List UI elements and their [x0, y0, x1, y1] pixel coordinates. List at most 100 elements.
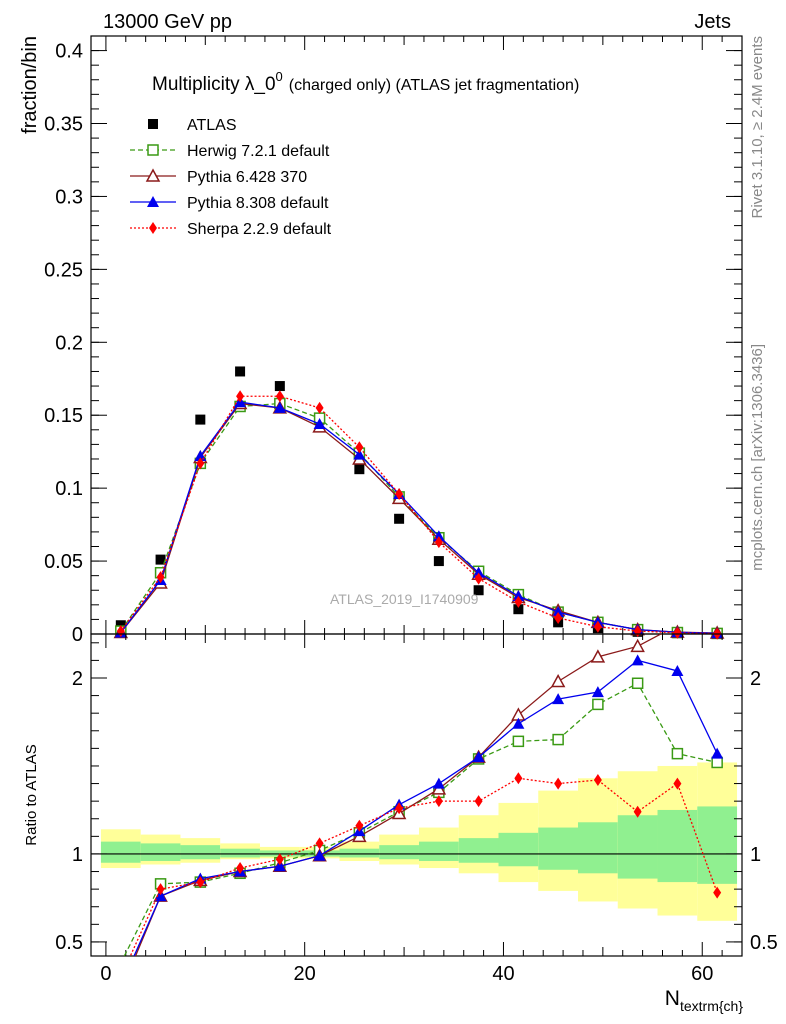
- ratio-point-sherpa-2-2-9-default: [315, 837, 324, 850]
- x-tick-label: 60: [691, 963, 713, 985]
- ratio-y-axis-label: Ratio to ATLAS: [23, 744, 40, 845]
- uncertainty-band-inner: [697, 806, 738, 884]
- series-sherpa-2-2-9-default: [116, 390, 722, 640]
- title-main: Multiplicity λ_0: [152, 74, 276, 95]
- data-point-atlas: [473, 585, 484, 596]
- ratio-point-pythia-6-428-370: [550, 673, 566, 688]
- ratio-point-pythia-8-308-default: [631, 654, 644, 666]
- ratio-point-pythia-8-308-default: [154, 890, 167, 902]
- uncertainty-band-inner: [617, 815, 658, 879]
- uncertainty-band-inner: [418, 841, 459, 861]
- data-point-sherpa-2-2-9-default: [514, 595, 523, 608]
- data-point-pythia-8-308-default: [353, 448, 366, 460]
- uncertainty-band-inner: [657, 809, 698, 883]
- ratio-point-herwig-7-2-1-default: [631, 677, 644, 690]
- ratio-point-pythia-8-308-default: [591, 686, 604, 698]
- ratio-point-sherpa-2-2-9-default: [196, 876, 205, 889]
- ratio-point-pythia-8-308-default: [671, 664, 684, 676]
- ratio-y-tick-label: 2: [72, 668, 83, 690]
- main-y-axis-label: fraction/bin: [19, 36, 41, 134]
- main-y-tick-label: 0.15: [44, 405, 83, 427]
- main-y-tick-label: 0.1: [55, 478, 83, 500]
- ratio-point-sherpa-2-2-9-default: [355, 819, 364, 832]
- data-point-pythia-8-308-default: [273, 401, 286, 413]
- data-point-atlas: [354, 464, 365, 475]
- title-rest: (charged only) (ATLAS jet fragmentation): [289, 77, 580, 94]
- main-y-tick-label: 0.4: [55, 41, 83, 63]
- x-tick-label: 0: [100, 963, 111, 985]
- title-sup: 0: [276, 69, 283, 84]
- legend-marker-pythia-8-308-default: [147, 196, 159, 207]
- ratio-point-sherpa-2-2-9-default: [474, 795, 483, 808]
- ratio-line-herwig-7-2-1-default: [123, 682, 718, 956]
- ratio-point-pythia-8-308-default: [432, 777, 445, 789]
- data-point-sherpa-2-2-9-default: [554, 611, 563, 624]
- data-point-sherpa-2-2-9-default: [355, 441, 364, 454]
- data-point-sherpa-2-2-9-default: [315, 401, 324, 414]
- data-point-atlas: [155, 554, 166, 565]
- ratio-point-herwig-7-2-1-default: [552, 733, 564, 746]
- mcplots-label: mcplots.cern.ch [arXiv:1306.3436]: [749, 344, 766, 571]
- legend: ATLAS Herwig 7.2.1 default Pythia 6.428 37…: [130, 117, 332, 238]
- ratio-point-pythia-6-428-370: [630, 638, 645, 653]
- legend-marker-pythia-6-428-370: [145, 168, 161, 182]
- data-point-sherpa-2-2-9-default: [593, 620, 602, 633]
- ratio-point-sherpa-2-2-9-default: [554, 777, 563, 790]
- ratio-point-sherpa-2-2-9-default: [514, 772, 523, 785]
- x-tick-label: 40: [492, 963, 514, 985]
- data-point-sherpa-2-2-9-default: [434, 536, 443, 549]
- data-point-pythia-8-308-default: [512, 590, 525, 602]
- main-y-tick-label: 0.35: [44, 114, 83, 136]
- data-point-sherpa-2-2-9-default: [236, 390, 245, 403]
- uncertainty-band-inner: [538, 827, 579, 870]
- ratio-point-sherpa-2-2-9-default: [593, 774, 602, 787]
- data-point-atlas: [433, 556, 444, 567]
- main-panel: 0 0.05 0.1 0.15 0.2 0.25 0.3 0.35 0.4 ATLAS Herwig…: [44, 35, 743, 646]
- ratio-point-herwig-7-2-1-default: [592, 698, 604, 711]
- ratio-line-pythia-8-308-default: [133, 659, 718, 956]
- data-point-sherpa-2-2-9-default: [673, 626, 682, 639]
- data-point-pythia-8-308-default: [472, 566, 485, 578]
- ratio-series-sherpa-2-2-9-default: [129, 772, 722, 956]
- uncertainty-band-inner: [379, 845, 419, 860]
- main-y-tick-label: 0.25: [44, 259, 83, 281]
- ratio-point-pythia-8-308-default: [512, 717, 525, 729]
- data-point-atlas: [513, 604, 524, 615]
- uncertainty-band-inner: [220, 848, 260, 858]
- ratio-point-pythia-8-308-default: [552, 693, 565, 705]
- rivet-version-label: Rivet 3.1.10, ≥ 2.4M events: [749, 36, 766, 219]
- main-title: Multiplicity λ_00 (charged only) (ATLAS j…: [152, 69, 579, 95]
- ratio-point-sherpa-2-2-9-default: [156, 883, 165, 896]
- main-y-tick-label: 0: [72, 624, 83, 646]
- ratio-point-pythia-6-428-370: [590, 649, 606, 663]
- data-point-pythia-8-308-default: [552, 606, 565, 618]
- ratio-point-herwig-7-2-1-default: [671, 747, 684, 760]
- data-point-atlas: [394, 513, 405, 524]
- uncertainty-band-inner: [100, 841, 141, 863]
- ratio-point-sherpa-2-2-9-default: [434, 795, 443, 808]
- legend-marker-sherpa-2-2-9-default: [149, 222, 157, 234]
- ratio-point-herwig-7-2-1-default: [512, 735, 525, 748]
- ratio-point-pythia-8-308-default: [313, 849, 326, 861]
- ratio-frame: [90, 633, 743, 957]
- header-right: Jets: [694, 11, 731, 33]
- ratio-point-sherpa-2-2-9-default: [395, 802, 404, 815]
- x-axis-label-main: N: [665, 987, 680, 1010]
- ratio-point-herwig-7-2-1-default: [711, 756, 723, 769]
- ratio-line-sherpa-2-2-9-default: [129, 777, 718, 956]
- legend-label-herwig-7-2-1-default: Herwig 7.2.1 default: [187, 143, 330, 160]
- data-point-atlas: [235, 366, 246, 377]
- x-axis-label: Ntextrm{ch}: [665, 987, 744, 1014]
- series-line-pythia-8-308-default: [120, 401, 718, 634]
- legend-label-pythia-6-428-370: Pythia 6.428 370: [187, 169, 307, 186]
- legend-label-atlas: ATLAS: [187, 117, 237, 134]
- ratio-line-pythia-6-428-370: [134, 634, 663, 956]
- ratio-series-pythia-8-308-default: [133, 654, 724, 956]
- data-point-sherpa-2-2-9-default: [156, 571, 165, 584]
- uncertainty-band-inner: [180, 845, 221, 860]
- ratio-y-tick-label-right: 2: [750, 668, 761, 690]
- ratio-y-tick-label: 1: [72, 844, 83, 866]
- uncertainty-band-inner: [140, 843, 181, 861]
